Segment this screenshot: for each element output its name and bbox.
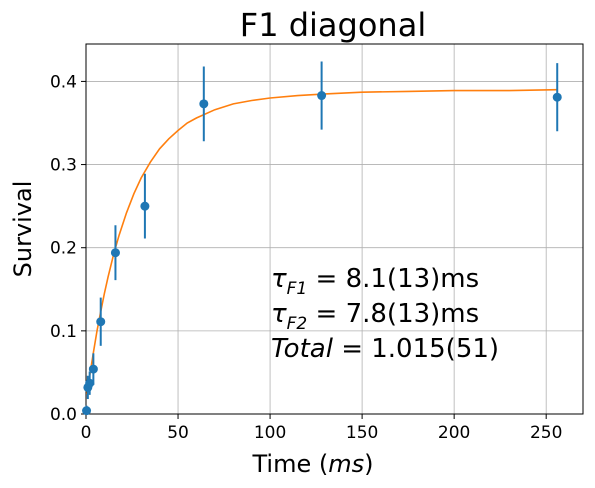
x-tick-label: 150	[346, 423, 378, 443]
fit-curve	[86, 88, 558, 395]
x-tick-label: 250	[530, 423, 562, 443]
data-points	[82, 61, 562, 416]
x-axis-ticks: 0 50 100 150 200 250	[81, 414, 562, 443]
data-point	[199, 99, 209, 109]
data-point	[140, 201, 150, 211]
y-tick-label: 0.4	[50, 72, 77, 92]
x-tick-label: 50	[167, 423, 189, 443]
data-point	[552, 92, 562, 102]
y-tick-label: 0.1	[50, 322, 77, 342]
chart-title: F1 diagonal	[240, 6, 426, 44]
y-tick-label: 0.2	[50, 239, 77, 259]
plot-frame	[85, 43, 584, 415]
data-point	[88, 364, 98, 374]
y-tick-label: 0.3	[50, 156, 77, 176]
x-tick-label: 0	[81, 423, 92, 443]
data-point	[96, 317, 106, 327]
data-point	[82, 406, 92, 416]
fit-annotations: τF1 = 8.1(13)ms τF2 = 7.8(13)ms Total = …	[271, 264, 499, 364]
annotation-total: Total = 1.015(51)	[271, 334, 499, 364]
data-point	[317, 91, 327, 101]
y-axis-ticks: 0.0 0.1 0.2 0.3 0.4	[50, 72, 86, 425]
data-point	[110, 248, 120, 258]
y-tick-label: 0.0	[50, 405, 77, 425]
y-axis-title: Survival	[9, 181, 37, 278]
x-axis-title: Time (ms)	[252, 450, 374, 478]
data-point	[85, 378, 95, 388]
x-tick-label: 100	[254, 423, 286, 443]
x-tick-label: 200	[438, 423, 470, 443]
annotation-tau-f1: τF1 = 8.1(13)ms	[271, 264, 479, 299]
annotation-tau-f2: τF2 = 7.8(13)ms	[271, 299, 479, 334]
